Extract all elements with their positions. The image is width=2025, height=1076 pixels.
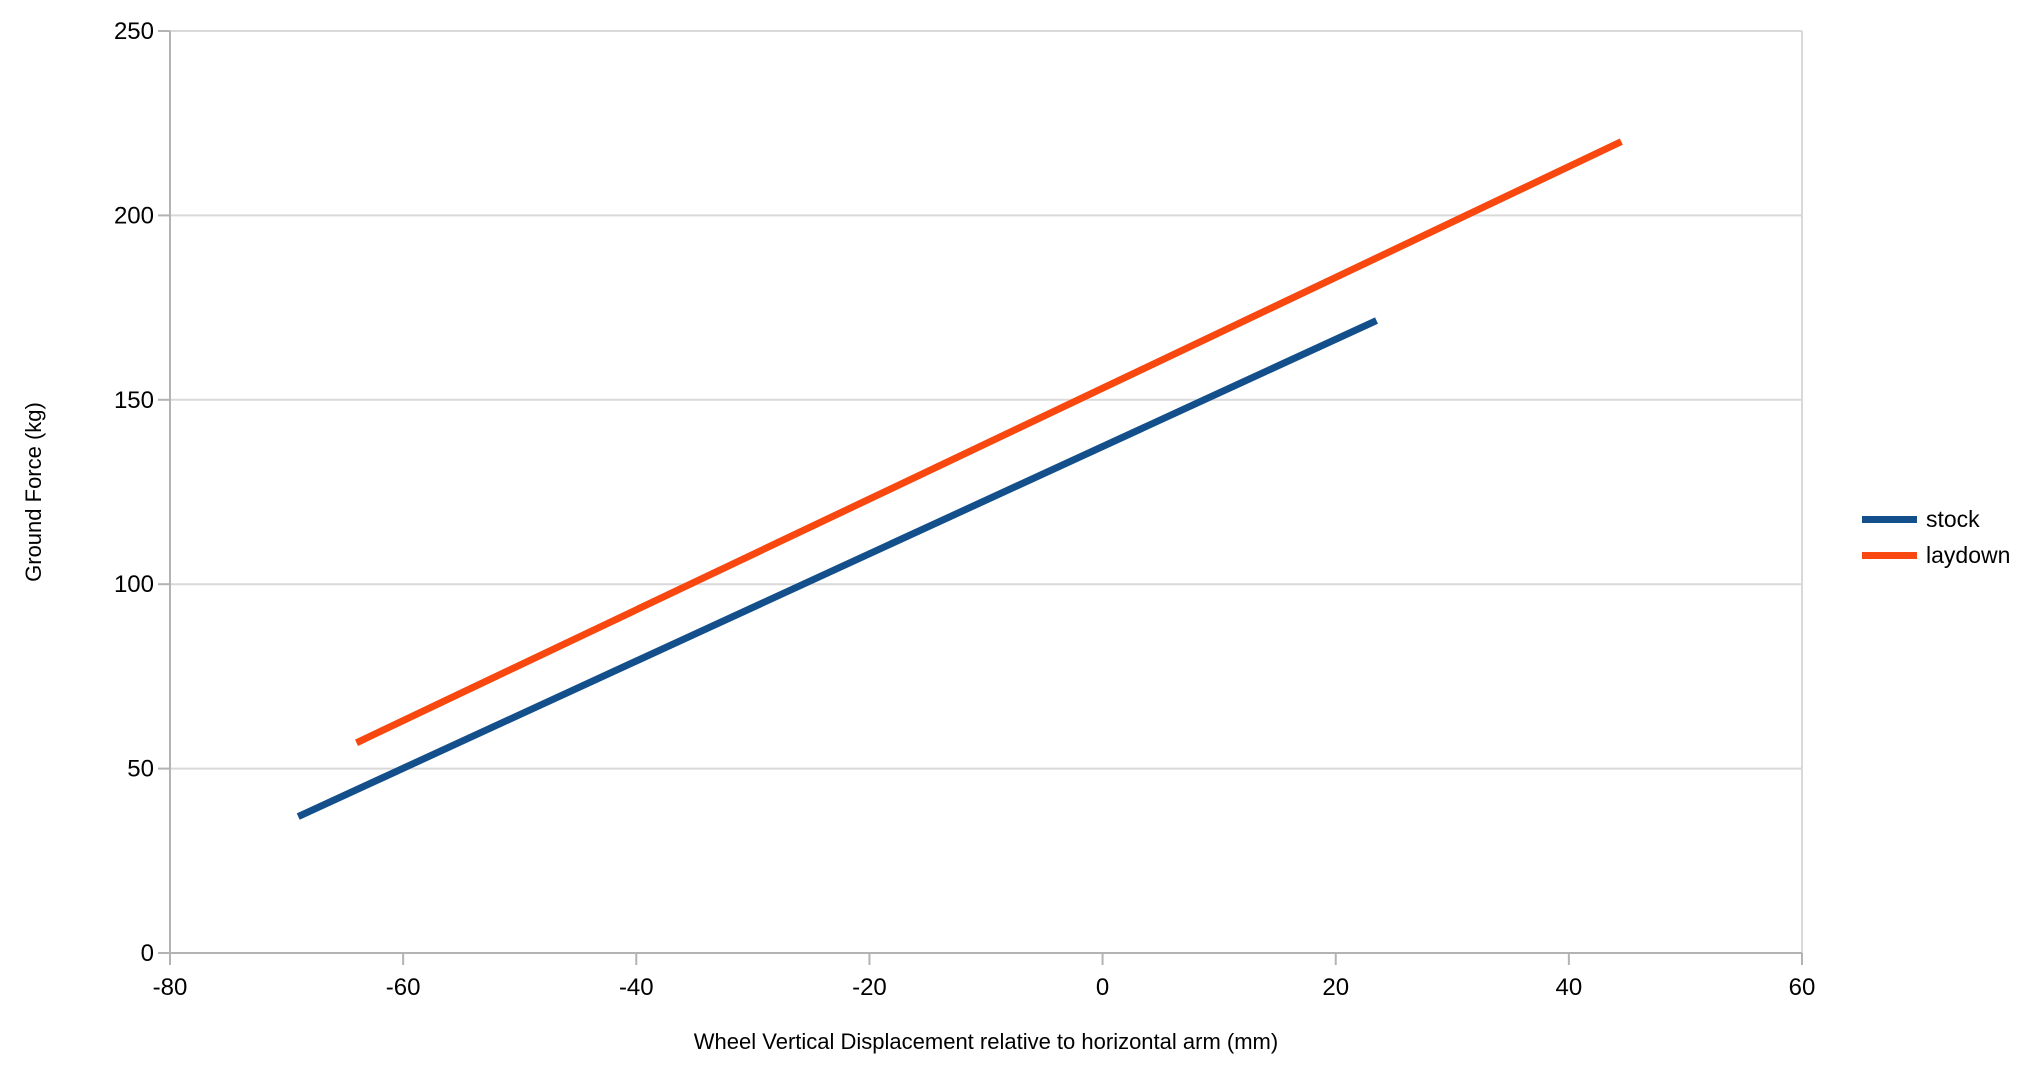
x-tick-label--60: -60 [386,974,421,1001]
y-tick-label-100: 100 [114,571,154,598]
x-axis-title: Wheel Vertical Displacement relative to … [693,1029,1279,1054]
x-tick-label-0: 0 [1096,974,1109,1001]
legend-item-stock: stock [1862,506,2010,533]
x-tick-label-20: 20 [1322,974,1349,1001]
series-line-laydown [355,138,1623,746]
legend-swatch-stock [1862,516,1917,523]
x-tick-label-60: 60 [1789,974,1816,1001]
y-tick-label-200: 200 [114,202,154,229]
y-tick-label-0: 0 [141,940,154,967]
legend-label-stock: stock [1926,506,1980,532]
legend-label-laydown: laydown [1926,542,2011,568]
y-tick-label-50: 50 [127,756,154,783]
x-tick-label--20: -20 [852,974,887,1001]
y-tick-label-250: 250 [114,18,154,45]
y-axis-title: Ground Force (kg) [21,402,46,582]
x-tick-label-40: 40 [1556,974,1583,1001]
series-line-stock [296,317,1378,820]
x-tick-label--80: -80 [153,974,188,1001]
x-tick-label--40: -40 [619,974,654,1001]
legend: stock laydown [1862,506,2010,569]
y-tick-label-150: 150 [114,387,154,414]
legend-item-laydown: laydown [1862,542,2010,569]
legend-swatch-laydown [1862,552,1917,559]
